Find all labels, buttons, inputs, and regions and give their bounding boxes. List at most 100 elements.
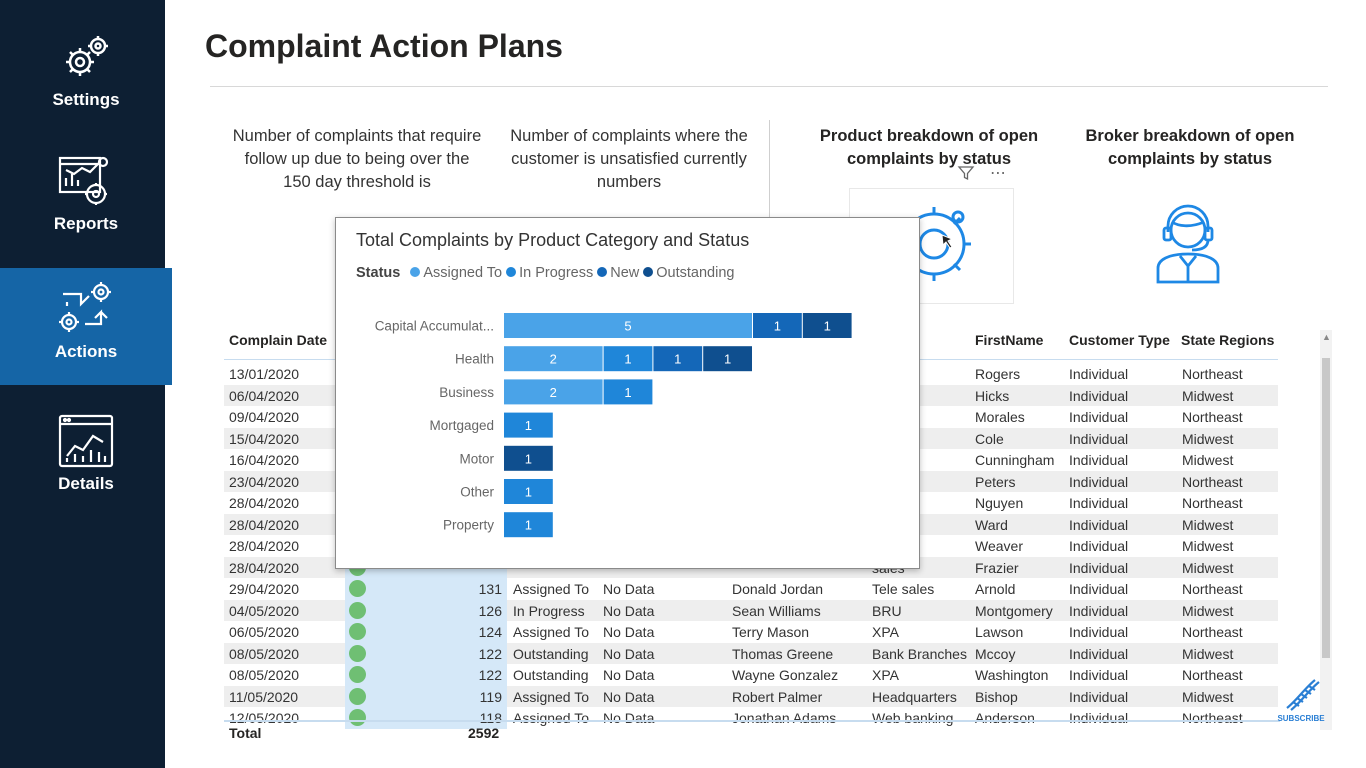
subscribe-badge[interactable]: SUBSCRIBE bbox=[1272, 676, 1330, 723]
cell-state-region: Northeast bbox=[1182, 667, 1243, 683]
nav-reports[interactable]: Reports bbox=[0, 150, 172, 255]
cell-customer-type: Individual bbox=[1069, 366, 1129, 382]
cell-status: Assigned To bbox=[513, 710, 590, 726]
cell-broker: Thomas Greene bbox=[732, 645, 834, 662]
header-complain-date[interactable]: Complain Date bbox=[229, 332, 328, 348]
table-row[interactable]: 08/05/2020 122 Outstanding No Data Thomas Gr… bbox=[224, 642, 1278, 664]
cell-days: 118 bbox=[479, 710, 502, 726]
legend-item[interactable]: In Progress bbox=[506, 265, 593, 281]
cell-date: 29/04/2020 bbox=[229, 581, 300, 597]
data-label: 1 bbox=[624, 385, 631, 400]
cell-customer-type: Individual bbox=[1069, 538, 1129, 554]
days-highlight bbox=[345, 642, 507, 664]
bar-segment[interactable] bbox=[504, 313, 752, 338]
report-icon bbox=[58, 156, 109, 205]
data-label: 1 bbox=[525, 485, 532, 500]
cell-satisfaction: No Data bbox=[603, 624, 655, 640]
header-firstname[interactable]: FirstName bbox=[975, 332, 1044, 348]
cell-channel: Headquarters bbox=[872, 688, 957, 705]
broker-support-icon bbox=[1156, 204, 1220, 284]
legend-item[interactable]: New bbox=[597, 265, 639, 281]
chart-legend: Status Assigned To In Progress New Outstand… bbox=[356, 265, 738, 281]
category-label: Health bbox=[455, 352, 494, 367]
nav-reports-label: Reports bbox=[53, 214, 119, 233]
status-indicator-icon bbox=[349, 580, 366, 597]
table-row[interactable]: 29/04/2020 131 Assigned To No Data Donald Jo… bbox=[224, 578, 1278, 600]
bar-segment[interactable] bbox=[753, 313, 802, 338]
bar-segment[interactable] bbox=[504, 445, 553, 471]
cell-state-region: Midwest bbox=[1182, 387, 1234, 404]
actions-icon bbox=[59, 282, 111, 332]
cell-channel: BRU bbox=[872, 602, 902, 619]
cell-broker: Robert Palmer bbox=[732, 688, 823, 705]
cell-customer-type: Individual bbox=[1069, 495, 1129, 511]
header-customer-type[interactable]: Customer Type bbox=[1069, 332, 1170, 348]
cell-state-region: Northeast bbox=[1182, 495, 1243, 511]
bar-segment[interactable] bbox=[603, 346, 653, 372]
category-label: Motor bbox=[459, 451, 494, 466]
table-row[interactable]: 12/05/2020 118 Assigned To No Data Jonathan … bbox=[224, 707, 1278, 729]
cell-date: 15/04/2020 bbox=[229, 430, 300, 447]
cell-broker: Terry Mason bbox=[732, 624, 810, 640]
status-indicator-icon bbox=[349, 623, 366, 640]
bar-segment[interactable] bbox=[504, 379, 603, 405]
nav-actions[interactable]: Actions bbox=[0, 268, 172, 385]
bar-segment[interactable] bbox=[504, 512, 553, 538]
cell-state-region: Northeast bbox=[1182, 710, 1243, 726]
table-scrollbar[interactable]: ▲ bbox=[1320, 330, 1332, 730]
nav-details[interactable]: Details bbox=[0, 412, 172, 512]
cell-state-region: Northeast bbox=[1182, 409, 1243, 425]
total-value: 2592 bbox=[468, 725, 500, 741]
cell-satisfaction: No Data bbox=[603, 602, 655, 619]
table-row[interactable]: 04/05/2020 126 In Progress No Data Sean Will… bbox=[224, 599, 1278, 621]
dashboard-icon bbox=[58, 414, 114, 468]
nav-settings[interactable]: Settings bbox=[0, 30, 172, 130]
cell-state-region: Midwest bbox=[1182, 602, 1234, 619]
bar-segment[interactable] bbox=[504, 479, 553, 504]
data-label: 2 bbox=[550, 385, 557, 400]
scroll-up-icon[interactable]: ▲ bbox=[1322, 332, 1331, 342]
cell-date: 16/04/2020 bbox=[229, 452, 300, 468]
cell-customer-type: Individual bbox=[1069, 602, 1129, 619]
bar-segment[interactable] bbox=[603, 379, 653, 405]
bar-segment[interactable] bbox=[653, 346, 703, 372]
status-indicator-icon bbox=[349, 644, 366, 662]
subscribe-label: SUBSCRIBE bbox=[1277, 714, 1325, 723]
status-indicator-icon bbox=[349, 687, 366, 705]
tooltip-chart-popup: Total Complaints by Product Category and… bbox=[335, 217, 920, 569]
cell-customer-type: Individual bbox=[1069, 688, 1129, 705]
cell-state-region: Midwest bbox=[1182, 538, 1234, 554]
category-label: Mortgaged bbox=[429, 418, 494, 433]
legend-dot-icon bbox=[643, 267, 654, 277]
legend-item[interactable]: Assigned To bbox=[410, 265, 502, 281]
bar-segment[interactable] bbox=[504, 412, 553, 438]
cell-customer-type: Individual bbox=[1069, 559, 1129, 576]
cell-firstname: Montgomery bbox=[975, 602, 1053, 619]
table-row[interactable]: 06/05/2020 124 Assigned To No Data Terry Mas… bbox=[224, 621, 1278, 643]
page-title: Complaint Action Plans bbox=[205, 28, 563, 64]
legend-dot-icon bbox=[410, 267, 421, 277]
category-label: Property bbox=[443, 518, 494, 533]
cell-customer-type: Individual bbox=[1069, 710, 1129, 726]
table-row[interactable]: 11/05/2020 119 Assigned To No Data Robert Pa… bbox=[224, 685, 1278, 707]
cell-firstname: Weaver bbox=[975, 538, 1023, 554]
cell-customer-type: Individual bbox=[1069, 667, 1129, 683]
cell-date: 04/05/2020 bbox=[229, 602, 300, 619]
cell-date: 28/04/2020 bbox=[229, 495, 300, 511]
bar-segment[interactable] bbox=[703, 346, 752, 372]
cell-days: 119 bbox=[479, 688, 502, 705]
status-indicator-icon bbox=[349, 601, 366, 619]
cell-customer-type: Individual bbox=[1069, 430, 1129, 447]
legend-item[interactable]: Outstanding bbox=[643, 265, 734, 281]
legend-label: In Progress bbox=[519, 265, 594, 281]
vertical-divider bbox=[769, 120, 770, 220]
bar-segment[interactable] bbox=[504, 346, 603, 372]
filter-icon[interactable] bbox=[957, 164, 975, 182]
cell-channel: Tele sales bbox=[872, 581, 935, 597]
cell-state-region: Midwest bbox=[1182, 452, 1234, 468]
more-options-icon[interactable]: ⋯ bbox=[990, 165, 1007, 182]
bar-segment[interactable] bbox=[802, 313, 852, 338]
table-row[interactable]: 08/05/2020 122 Outstanding No Data Wayne Gon… bbox=[224, 664, 1278, 686]
header-state-regions[interactable]: State Regions bbox=[1181, 332, 1275, 348]
scrollbar-thumb[interactable] bbox=[1322, 358, 1330, 658]
